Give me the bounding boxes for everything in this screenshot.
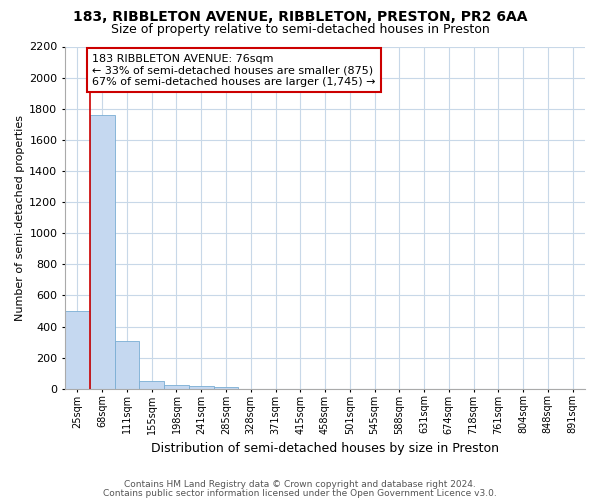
Bar [189, 386, 214, 388]
Text: 183, RIBBLETON AVENUE, RIBBLETON, PRESTON, PR2 6AA: 183, RIBBLETON AVENUE, RIBBLETON, PRESTO… [73, 10, 527, 24]
Text: Contains HM Land Registry data © Crown copyright and database right 2024.: Contains HM Land Registry data © Crown c… [124, 480, 476, 489]
Bar [139, 382, 164, 388]
Bar [90, 115, 115, 388]
X-axis label: Distribution of semi-detached houses by size in Preston: Distribution of semi-detached houses by … [151, 442, 499, 455]
Bar [115, 342, 139, 388]
Bar [164, 385, 189, 388]
Text: Contains public sector information licensed under the Open Government Licence v3: Contains public sector information licen… [103, 488, 497, 498]
Y-axis label: Number of semi-detached properties: Number of semi-detached properties [15, 114, 25, 320]
Text: 183 RIBBLETON AVENUE: 76sqm
← 33% of semi-detached houses are smaller (875)
67% : 183 RIBBLETON AVENUE: 76sqm ← 33% of sem… [92, 54, 376, 86]
Bar [65, 311, 90, 388]
Text: Size of property relative to semi-detached houses in Preston: Size of property relative to semi-detach… [110, 22, 490, 36]
